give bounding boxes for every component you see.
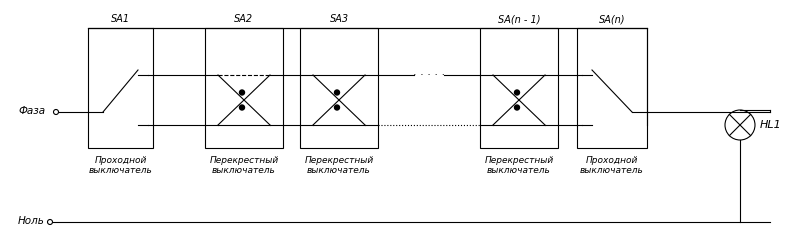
Bar [480,28,558,148]
Text: Перекрестный
выключатель: Перекрестный выключатель [209,156,279,176]
Circle shape [514,90,520,95]
Text: SA(n): SA(n) [599,14,625,24]
Bar [577,28,647,148]
Text: SA(n - 1): SA(n - 1) [498,14,540,24]
Circle shape [239,105,244,110]
Circle shape [239,90,244,95]
Text: Перекрестный
выключатель: Перекрестный выключатель [304,156,374,176]
Text: Проходной
выключатель: Проходной выключатель [88,156,152,176]
Bar [205,28,283,148]
Text: Фаза: Фаза [18,106,45,116]
Circle shape [334,90,340,95]
Circle shape [334,105,340,110]
Text: Перекрестный
выключатель: Перекрестный выключатель [484,156,554,176]
Text: SA2: SA2 [234,14,254,24]
Text: Проходной
выключатель: Проходной выключатель [580,156,644,176]
Text: Ноль: Ноль [18,216,45,226]
Bar [88,28,153,148]
Circle shape [514,105,520,110]
Text: SA1: SA1 [111,14,130,24]
Text: · · · · ·: · · · · · [413,70,445,80]
Text: SA3: SA3 [329,14,349,24]
Bar [300,28,378,148]
Text: HL1: HL1 [760,120,782,130]
